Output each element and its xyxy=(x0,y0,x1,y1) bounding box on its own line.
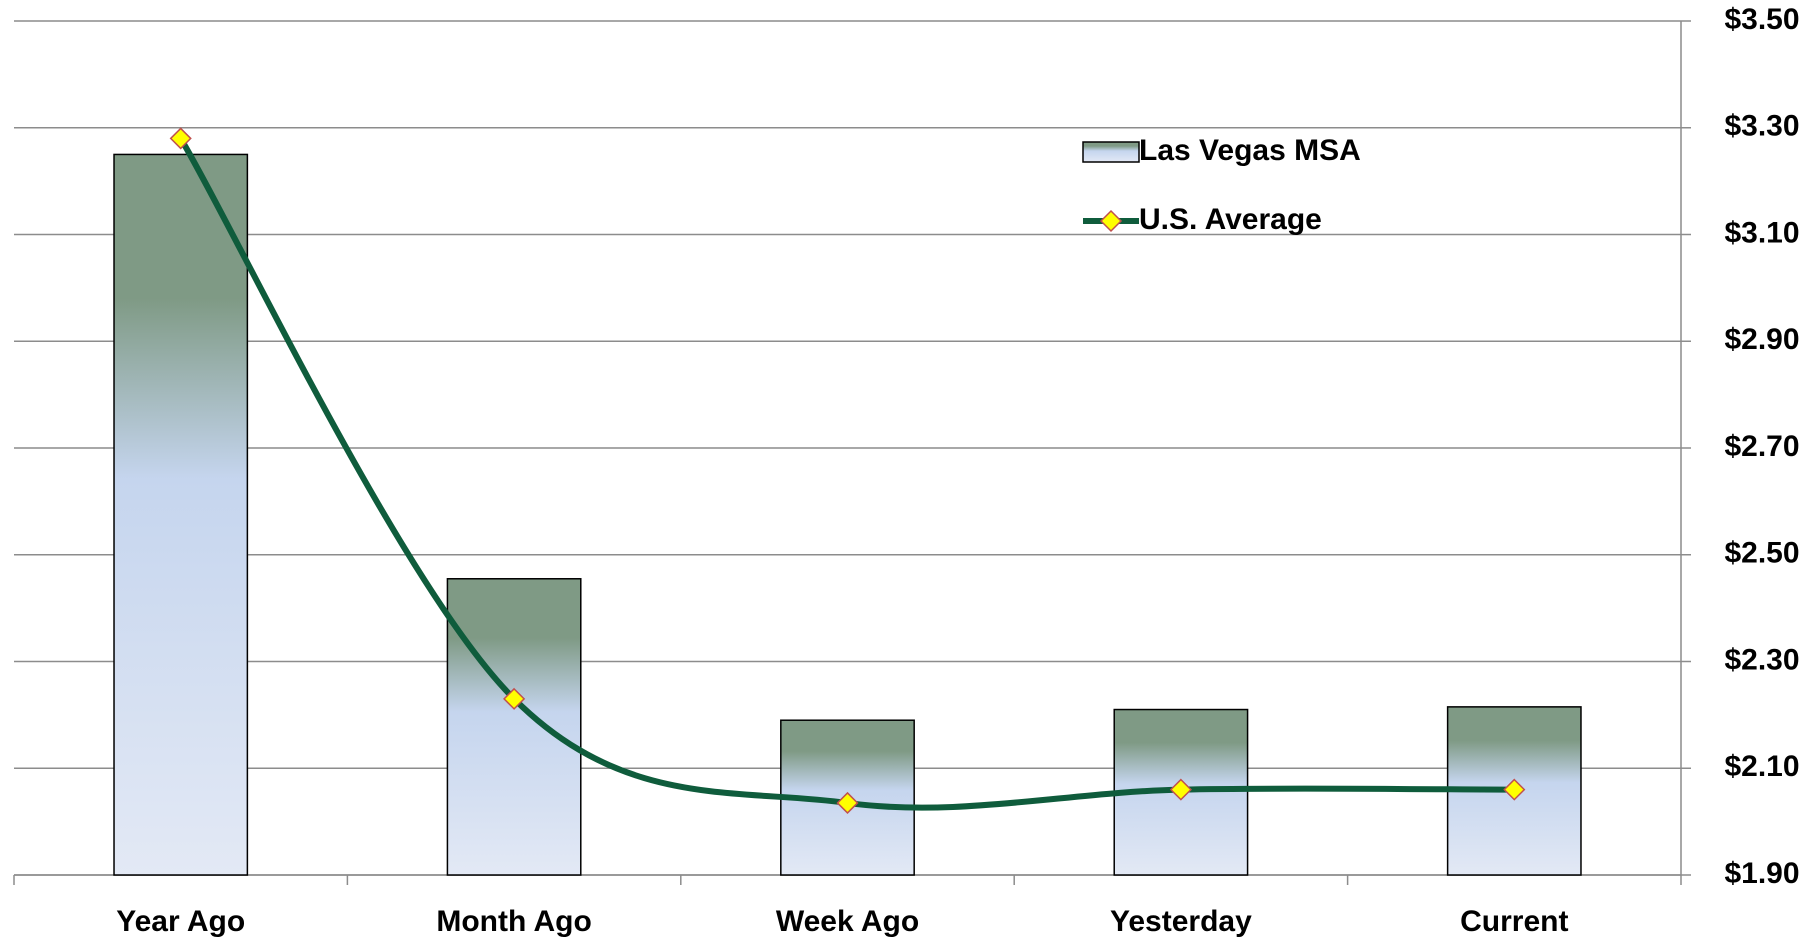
x-tick-label: Year Ago xyxy=(116,905,245,938)
bar xyxy=(113,153,249,876)
x-tick-label: Current xyxy=(1460,905,1568,938)
x-tick-label: Week Ago xyxy=(776,905,919,938)
marker xyxy=(1503,778,1526,801)
marker xyxy=(503,687,526,710)
x-tick-label: Month Ago xyxy=(436,905,592,938)
y-tick-label: $2.50 xyxy=(1724,537,1799,570)
y-tick-label: $3.30 xyxy=(1724,110,1799,143)
y-tick-label: $1.90 xyxy=(1724,857,1799,890)
legend-swatch xyxy=(1082,141,1140,163)
marker xyxy=(836,791,859,815)
y-tick-label: $2.90 xyxy=(1724,323,1799,356)
legend-marker xyxy=(1099,209,1123,233)
legend-label: Las Vegas MSA xyxy=(1139,134,1361,167)
y-tick-label: $3.50 xyxy=(1724,3,1799,36)
marker xyxy=(169,127,192,150)
marker xyxy=(1169,778,1192,801)
line xyxy=(178,136,1515,811)
y-tick-label: $3.10 xyxy=(1724,216,1799,249)
x-tick-label: Yesterday xyxy=(1110,905,1252,938)
bar xyxy=(446,578,582,876)
y-tick-label: $2.30 xyxy=(1724,643,1799,676)
y-tick-label: $2.10 xyxy=(1724,750,1799,783)
y-tick-label: $2.70 xyxy=(1724,430,1799,463)
legend-label: U.S. Average xyxy=(1139,203,1322,236)
